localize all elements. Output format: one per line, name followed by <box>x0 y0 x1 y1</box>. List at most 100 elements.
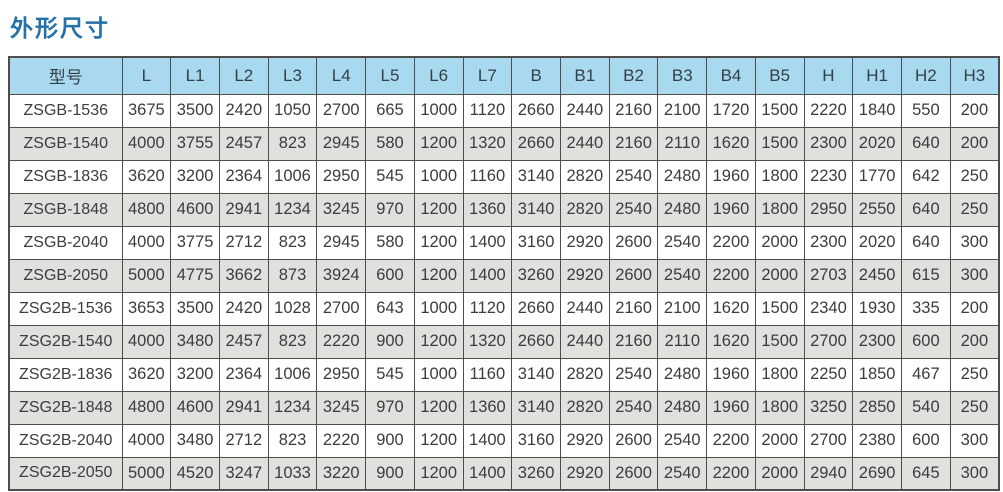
table-cell: 1000 <box>413 291 464 326</box>
table-cell: 2100 <box>657 93 708 128</box>
table-cell: 2000 <box>754 258 805 293</box>
table-cell: 540 <box>901 390 951 425</box>
table-cell: 2700 <box>316 291 367 326</box>
table-row: ZSG2B-1848 4800 4600 2941 1234 3245 970 1200 136… <box>8 390 1000 425</box>
table-cell: 2457 <box>218 324 269 359</box>
table-cell: 1234 <box>267 390 318 425</box>
table-cell: 1620 <box>706 324 756 359</box>
table-cell: 4520 <box>170 456 220 491</box>
table-cell: 2380 <box>852 423 902 458</box>
table-cell: 2200 <box>706 456 756 491</box>
table-cell: 3675 <box>121 93 172 128</box>
table-cell: 3500 <box>170 93 220 128</box>
table-cell: 1800 <box>754 357 805 392</box>
table-cell: 600 <box>365 258 415 293</box>
table-cell: 2020 <box>852 126 902 161</box>
table-cell: 2941 <box>218 192 269 227</box>
table-cell: 2000 <box>754 456 805 491</box>
table-cell: 1360 <box>462 390 513 425</box>
table-cell: 550 <box>901 93 951 128</box>
table-cell: 2920 <box>559 423 610 458</box>
table-cell: 2364 <box>218 159 269 194</box>
table-row: ZSGB-1836 3620 3200 2364 1006 2950 545 1000 1160… <box>8 159 1000 194</box>
table-cell: 1400 <box>462 423 513 458</box>
column-header-l5: L5 <box>365 56 415 95</box>
model-cell: ZSG2B-2040 <box>8 423 123 458</box>
table-cell: 250 <box>949 390 1000 425</box>
table-cell: 2540 <box>657 258 708 293</box>
table-cell: 1960 <box>706 192 756 227</box>
table-cell: 2945 <box>316 225 367 260</box>
table-cell: 2000 <box>754 423 805 458</box>
table-cell: 1500 <box>754 291 805 326</box>
column-header-l2: L2 <box>218 56 269 95</box>
table-cell: 3140 <box>511 159 561 194</box>
table-cell: 2600 <box>608 423 659 458</box>
column-header-b: B <box>511 56 561 95</box>
table-cell: 600 <box>901 324 951 359</box>
table-cell: 2945 <box>316 126 367 161</box>
table-cell: 300 <box>949 423 1000 458</box>
column-header-l3: L3 <box>267 56 318 95</box>
table-cell: 3247 <box>218 456 269 491</box>
table-cell: 200 <box>949 324 1000 359</box>
table-cell: 1960 <box>706 357 756 392</box>
table-cell: 1033 <box>267 456 318 491</box>
table-cell: 3924 <box>316 258 367 293</box>
table-cell: 3250 <box>803 390 854 425</box>
table-cell: 1930 <box>852 291 902 326</box>
column-header-h2: H2 <box>901 56 951 95</box>
table-cell: 2200 <box>706 258 756 293</box>
table-cell: 3140 <box>511 390 561 425</box>
table-cell: 2020 <box>852 225 902 260</box>
model-cell: ZSGB-1848 <box>8 192 123 227</box>
table-cell: 250 <box>949 192 1000 227</box>
model-cell: ZSG2B-1836 <box>8 357 123 392</box>
table-cell: 1620 <box>706 126 756 161</box>
table-cell: 2480 <box>657 357 708 392</box>
table-cell: 2660 <box>511 324 561 359</box>
table-cell: 900 <box>365 324 415 359</box>
table-cell: 2700 <box>803 423 854 458</box>
table-cell: 3480 <box>170 423 220 458</box>
table-cell: 642 <box>901 159 951 194</box>
table-cell: 823 <box>267 225 318 260</box>
table-row: ZSGB-1540 4000 3755 2457 823 2945 580 1200 1320 2… <box>8 126 1000 161</box>
column-header-l6: L6 <box>413 56 464 95</box>
table-cell: 970 <box>365 192 415 227</box>
table-cell: 2420 <box>218 291 269 326</box>
table-cell: 640 <box>901 126 951 161</box>
table-cell: 250 <box>949 159 1000 194</box>
table-cell: 1800 <box>754 159 805 194</box>
table-cell: 900 <box>365 423 415 458</box>
table-cell: 1200 <box>413 258 464 293</box>
table-cell: 2540 <box>657 225 708 260</box>
table-cell: 3200 <box>170 357 220 392</box>
table-cell: 2920 <box>559 225 610 260</box>
table-cell: 1720 <box>706 93 756 128</box>
table-cell: 1050 <box>267 93 318 128</box>
table-cell: 2100 <box>657 291 708 326</box>
table-cell: 2540 <box>657 423 708 458</box>
table-cell: 250 <box>949 357 1000 392</box>
table-cell: 1200 <box>413 324 464 359</box>
table-cell: 2110 <box>657 324 708 359</box>
table-cell: 823 <box>267 423 318 458</box>
table-cell: 3140 <box>511 192 561 227</box>
model-cell: ZSGB-1540 <box>8 126 123 161</box>
table-row: ZSG2B-1536 3653 3500 2420 1028 2700 643 1000 112… <box>8 291 1000 326</box>
table-cell: 1120 <box>462 93 513 128</box>
table-cell: 2440 <box>559 324 610 359</box>
table-cell: 1960 <box>706 390 756 425</box>
table-cell: 2480 <box>657 192 708 227</box>
table-cell: 2457 <box>218 126 269 161</box>
table-cell: 2160 <box>608 291 659 326</box>
table-cell: 2440 <box>559 291 610 326</box>
table-cell: 5000 <box>121 258 172 293</box>
table-cell: 580 <box>365 126 415 161</box>
table-cell: 4000 <box>121 324 172 359</box>
table-cell: 3620 <box>121 159 172 194</box>
table-cell: 4775 <box>170 258 220 293</box>
column-header-h1: H1 <box>852 56 902 95</box>
table-cell: 1360 <box>462 192 513 227</box>
